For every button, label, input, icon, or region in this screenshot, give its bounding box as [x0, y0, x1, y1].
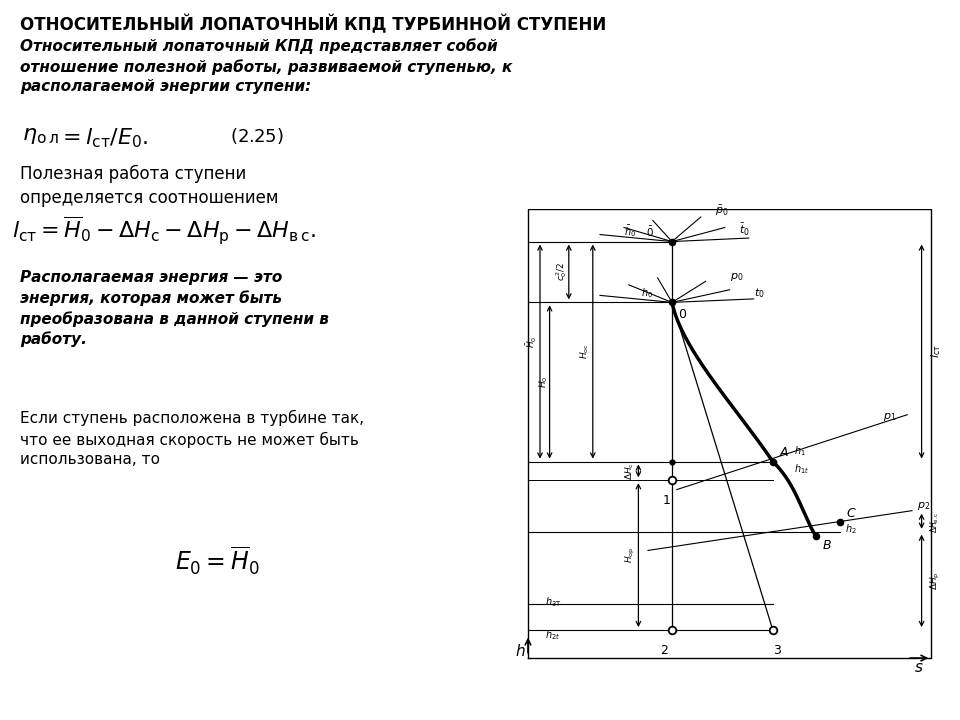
Text: $h$: $h$: [516, 643, 526, 659]
Text: Относительный лопаточный КПД представляет собой
отношение полезной работы, разви: Относительный лопаточный КПД представляе…: [20, 38, 513, 94]
Text: $\Delta H_{\mathrm{в.с}}$: $\Delta H_{\mathrm{в.с}}$: [928, 512, 942, 533]
Text: $3$: $3$: [773, 644, 782, 657]
Text: $C$: $C$: [846, 507, 856, 520]
Text: $= l_{\mathsf{ст}}/E_0.$: $= l_{\mathsf{ст}}/E_0.$: [58, 126, 149, 150]
Text: $\bar{h}_0$: $\bar{h}_0$: [624, 223, 636, 239]
Text: $l_{\mathsf{ст}} = \overline{H}_0 - \Delta H_\mathsf{с} - \Delta H_\mathsf{р} - : $l_{\mathsf{ст}} = \overline{H}_0 - \Del…: [12, 215, 316, 247]
Text: $H_{\mathrm{ор}}$: $H_{\mathrm{ор}}$: [624, 547, 636, 563]
Text: $(2.25)$: $(2.25)$: [230, 126, 283, 146]
Text: Располагаемая энергия — это
энергия, которая может быть
преобразована в данной с: Располагаемая энергия — это энергия, кот…: [20, 270, 329, 348]
Text: $B$: $B$: [822, 539, 831, 552]
Text: $s$: $s$: [914, 660, 924, 675]
Text: $h_{3\mathrm{T}}$: $h_{3\mathrm{T}}$: [544, 595, 562, 609]
Text: $\Delta H_\mathrm{р}$: $\Delta H_\mathrm{р}$: [928, 572, 942, 590]
Text: $c_0^2/2$: $c_0^2/2$: [554, 263, 569, 282]
Text: $E_0 = \overline{H}_0$: $E_0 = \overline{H}_0$: [175, 545, 259, 577]
Text: $\bar{H}_0$: $\bar{H}_0$: [525, 336, 539, 348]
Text: $\bar{0}$: $\bar{0}$: [646, 225, 654, 239]
Text: $\Delta H_\mathrm{с}$: $\Delta H_\mathrm{с}$: [624, 462, 636, 480]
Text: $p_1$: $p_1$: [883, 411, 897, 423]
Text: $h_2$: $h_2$: [845, 523, 856, 536]
Text: $\bar{t}_0$: $\bar{t}_0$: [739, 222, 750, 238]
Text: $0$: $0$: [678, 308, 687, 321]
Text: $\bar{p}_0$: $\bar{p}_0$: [715, 204, 729, 218]
Text: $h_{1t}$: $h_{1t}$: [795, 463, 810, 477]
Text: $H_{\mathrm{ос}}$: $H_{\mathrm{ос}}$: [578, 343, 591, 359]
Text: $p_2$: $p_2$: [917, 500, 930, 512]
Text: $h_0$: $h_0$: [640, 287, 653, 300]
Text: Полезная работа ступени
определяется соотношением: Полезная работа ступени определяется соо…: [20, 165, 278, 207]
Text: $\mathit{\eta}_{\mathsf{о\,л}}$: $\mathit{\eta}_{\mathsf{о\,л}}$: [22, 126, 59, 146]
Text: $h_{2t}$: $h_{2t}$: [544, 628, 561, 642]
Text: $h_1$: $h_1$: [795, 444, 806, 458]
Text: $p_0$: $p_0$: [730, 271, 743, 283]
Text: ОТНОСИТЕЛЬНЫЙ ЛОПАТОЧНЫЙ КПД ТУРБИННОЙ СТУПЕНИ: ОТНОСИТЕЛЬНЫЙ ЛОПАТОЧНЫЙ КПД ТУРБИННОЙ С…: [20, 15, 607, 35]
Text: $1$: $1$: [661, 494, 671, 508]
Text: Если ступень расположена в турбине так,
что ее выходная скорость не может быть
и: Если ступень расположена в турбине так, …: [20, 410, 364, 467]
Text: $A$: $A$: [779, 446, 789, 459]
Text: $l_{\mathrm{ст}}$: $l_{\mathrm{ст}}$: [928, 345, 943, 359]
Text: $t_0$: $t_0$: [754, 286, 764, 300]
Text: $H_0$: $H_0$: [537, 376, 550, 388]
Text: $2$: $2$: [660, 644, 669, 657]
